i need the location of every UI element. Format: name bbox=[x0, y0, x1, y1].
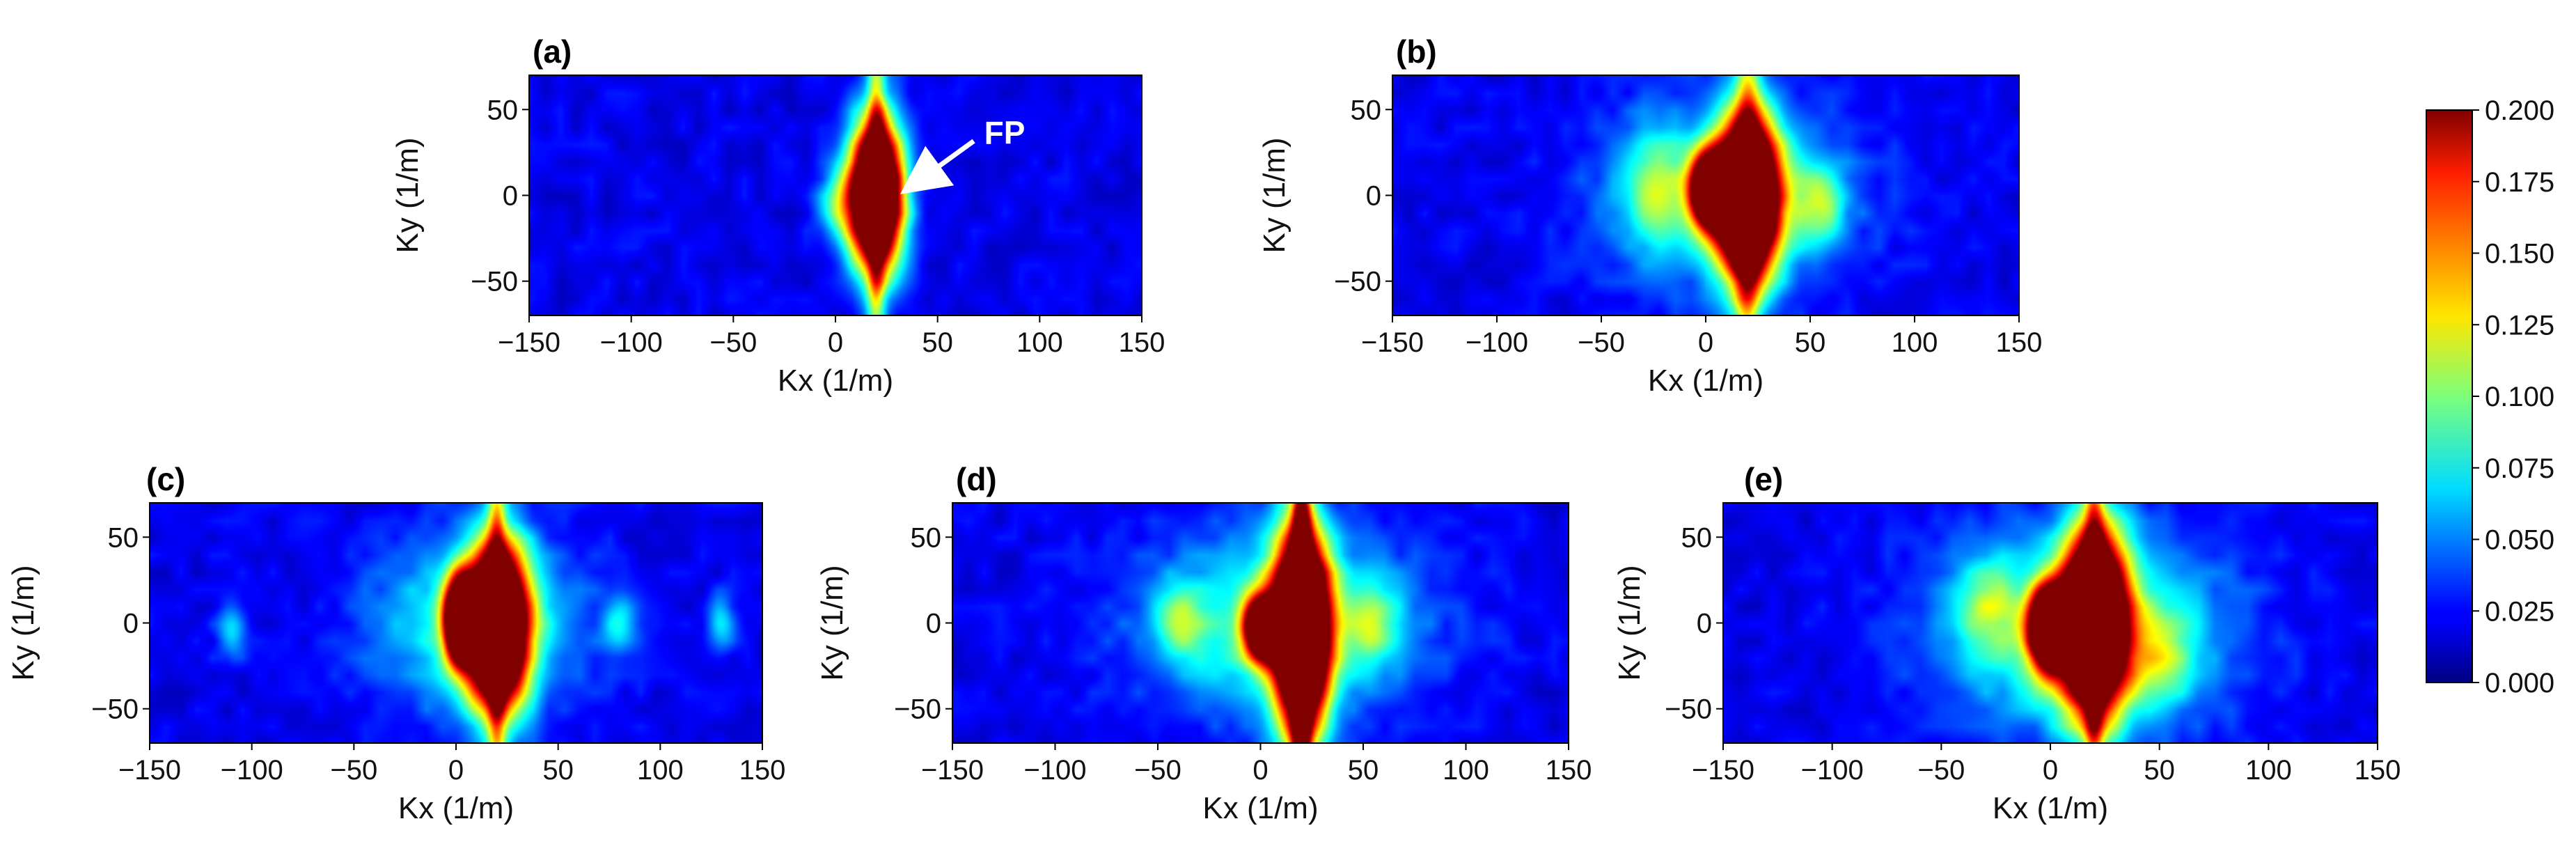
panel-a: −150 −100 −50 0 50 100 150 −50 0 50 Kx (1/m) Ky (1/… bbox=[391, 33, 1165, 398]
y-tick-label: 0 bbox=[503, 181, 518, 212]
colorbar-tick-label: 0.075 bbox=[2485, 453, 2554, 484]
x-tick-label: −100 bbox=[1466, 327, 1528, 358]
x-axis-label: Kx (1/m) bbox=[1202, 791, 1318, 825]
y-tick-label: −50 bbox=[471, 267, 518, 297]
annotation-label: FP bbox=[984, 115, 1026, 151]
x-tick-label: 0 bbox=[448, 755, 464, 786]
heatmap-image bbox=[952, 503, 1569, 743]
y-axis-label: Ky (1/m) bbox=[1612, 565, 1647, 680]
y-axis-label: Ky (1/m) bbox=[1257, 137, 1291, 253]
y-tick-label: −50 bbox=[894, 694, 941, 725]
panel-label: (d) bbox=[956, 461, 997, 497]
x-tick-label: 50 bbox=[2144, 755, 2175, 786]
panel-label: (c) bbox=[146, 461, 185, 497]
x-axis-label: Kx (1/m) bbox=[398, 791, 514, 825]
y-tick-label: −50 bbox=[1334, 267, 1381, 297]
colorbar-tick-label: 0.200 bbox=[2485, 95, 2554, 126]
y-tick-label: 0 bbox=[123, 609, 139, 639]
y-tick-label: 50 bbox=[487, 95, 519, 125]
x-tick-label: 50 bbox=[922, 327, 953, 358]
x-axis-label: Kx (1/m) bbox=[1993, 791, 2108, 825]
y-axis-label: Ky (1/m) bbox=[815, 565, 849, 680]
x-tick-label: 0 bbox=[2043, 755, 2058, 786]
panel-d: −150 −100 −50 0 50 100 150 −50 0 50 Kx (1/m) Ky (1/… bbox=[815, 461, 1592, 825]
y-tick-label: 50 bbox=[911, 522, 942, 553]
x-tick-label: −100 bbox=[221, 755, 283, 786]
x-tick-label: −150 bbox=[1692, 755, 1754, 786]
colorbar: 0.000 0.025 0.050 0.075 0.100 0.125 0.150 0.175… bbox=[2426, 95, 2554, 699]
panel-label: (a) bbox=[533, 33, 572, 70]
x-tick-label: 100 bbox=[1016, 327, 1063, 358]
x-tick-label: −100 bbox=[1801, 755, 1864, 786]
y-tick-label: −50 bbox=[91, 694, 139, 725]
x-tick-label: 100 bbox=[2245, 755, 2292, 786]
x-tick-label: −50 bbox=[709, 327, 757, 358]
colorbar-tick-label: 0.125 bbox=[2485, 310, 2554, 341]
annotation-arrow bbox=[900, 139, 975, 194]
y-tick-label: 0 bbox=[1366, 181, 1381, 212]
x-tick-label: −150 bbox=[1361, 327, 1424, 358]
panel-b: −150 −100 −50 0 50 100 150 −50 0 50 Kx (1/m) Ky (1/… bbox=[1257, 33, 2042, 398]
x-tick-label: 100 bbox=[1443, 755, 1489, 786]
panel-label: (e) bbox=[1744, 461, 1783, 497]
panel-e: −150 −100 −50 0 50 100 150 −50 0 50 Kx (1/m) Ky (1/… bbox=[1612, 461, 2401, 825]
y-axis-label: Ky (1/m) bbox=[391, 137, 425, 253]
y-tick-label: −50 bbox=[1665, 694, 1712, 725]
x-tick-label: 50 bbox=[1795, 327, 1826, 358]
colorbar-gradient bbox=[2426, 109, 2473, 683]
heatmap-image bbox=[150, 503, 762, 743]
x-tick-label: −150 bbox=[921, 755, 984, 786]
y-tick-label: 50 bbox=[108, 522, 139, 553]
colorbar-tick-label: 0.150 bbox=[2485, 239, 2554, 270]
x-axis-label: Kx (1/m) bbox=[778, 364, 893, 398]
heatmap-image bbox=[1392, 75, 2019, 315]
x-tick-label: 150 bbox=[1546, 755, 1592, 786]
colorbar-tick-label: 0.025 bbox=[2485, 596, 2554, 627]
x-tick-label: 150 bbox=[2355, 755, 2401, 786]
panel-c: −150 −100 −50 0 50 100 150 −50 0 50 Kx (1/m) Ky (1/… bbox=[6, 461, 785, 825]
x-tick-label: 0 bbox=[1252, 755, 1268, 786]
colorbar-tick-label: 0.175 bbox=[2485, 167, 2554, 198]
x-tick-label: 150 bbox=[739, 755, 786, 786]
x-tick-label: 0 bbox=[828, 327, 843, 358]
x-tick-label: −50 bbox=[1578, 327, 1625, 358]
y-tick-label: 50 bbox=[1681, 522, 1713, 553]
y-tick-label: 0 bbox=[926, 609, 941, 639]
x-tick-label: 50 bbox=[542, 755, 574, 786]
x-tick-label: 150 bbox=[1119, 327, 1165, 358]
panels: −150 −100 −50 0 50 100 150 −50 0 50 Kx (1/m) Ky (1/… bbox=[6, 33, 2401, 825]
x-tick-label: −50 bbox=[1917, 755, 1965, 786]
y-axis-label: Ky (1/m) bbox=[6, 565, 40, 680]
colorbar-tick-label: 0.100 bbox=[2485, 382, 2554, 412]
x-tick-label: 100 bbox=[637, 755, 684, 786]
y-tick-label: 0 bbox=[1697, 609, 1712, 639]
x-tick-label: −150 bbox=[118, 755, 181, 786]
x-axis-label: Kx (1/m) bbox=[1648, 364, 1764, 398]
x-tick-label: −100 bbox=[1023, 755, 1086, 786]
x-tick-label: 50 bbox=[1348, 755, 1379, 786]
x-tick-label: −50 bbox=[1134, 755, 1181, 786]
x-tick-label: −100 bbox=[600, 327, 663, 358]
panel-label: (b) bbox=[1396, 33, 1437, 70]
colorbar-tick-label: 0.050 bbox=[2485, 525, 2554, 556]
colorbar-tick-label: 0.000 bbox=[2485, 668, 2554, 699]
x-tick-label: −50 bbox=[330, 755, 377, 786]
x-tick-label: 0 bbox=[1698, 327, 1713, 358]
heatmap-image bbox=[1723, 503, 2378, 743]
x-tick-label: 100 bbox=[1892, 327, 1938, 358]
y-tick-label: 50 bbox=[1351, 95, 1382, 125]
heatmap-image bbox=[529, 75, 1142, 315]
x-tick-label: 150 bbox=[1996, 327, 2043, 358]
x-tick-label: −150 bbox=[498, 327, 560, 358]
